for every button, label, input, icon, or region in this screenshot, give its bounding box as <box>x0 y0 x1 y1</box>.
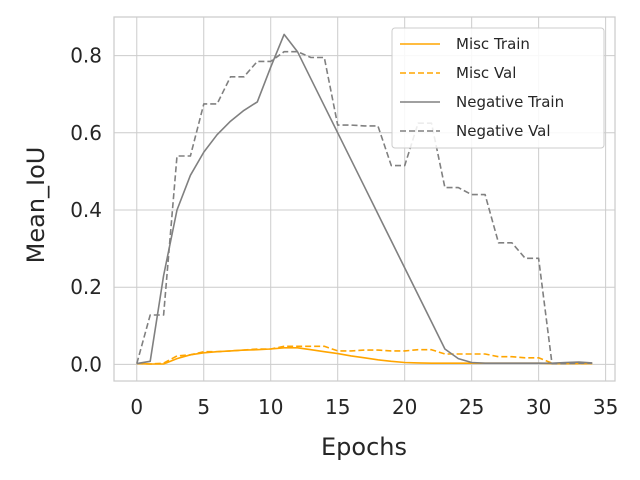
series-layer <box>136 33 593 365</box>
y-tick-label: 0.2 <box>70 275 102 299</box>
y-tick-label: 0.6 <box>70 121 102 145</box>
y-axis-title: Mean_IoU <box>22 147 50 264</box>
legend-box <box>391 27 605 149</box>
plot-frame <box>113 16 616 382</box>
misc-train-legend-label: Misc Train <box>456 35 530 53</box>
x-tick-label: 30 <box>526 395 551 419</box>
y-tick-label: 0.8 <box>70 44 102 68</box>
negative-train-legend-label: Negative Train <box>456 93 564 111</box>
x-axis-title: Epochs <box>321 433 407 461</box>
negative-val-legend-label: Negative Val <box>456 122 551 140</box>
x-tick-label: 20 <box>392 395 417 419</box>
x-tick-label: 10 <box>258 395 283 419</box>
x-tick-label: 15 <box>325 395 350 419</box>
y-tick-labels: 0.0 0.2 0.4 0.6 0.8 <box>70 44 102 377</box>
x-tick-label: 0 <box>130 395 143 419</box>
x-tick-labels: 0 5 10 15 20 25 30 35 <box>130 395 618 419</box>
gridlines <box>114 17 615 381</box>
negative-train-line <box>136 33 593 365</box>
negative-val-line <box>136 50 593 365</box>
misc-val-legend-label: Misc Val <box>456 64 516 82</box>
y-tick-label: 0.0 <box>70 352 102 376</box>
x-tick-label: 5 <box>197 395 210 419</box>
x-tick-label: 35 <box>593 395 618 419</box>
y-tick-label: 0.4 <box>70 198 102 222</box>
legend: Misc Train Misc Val Negative Train Negative… <box>391 27 605 149</box>
x-tick-label: 25 <box>459 395 484 419</box>
